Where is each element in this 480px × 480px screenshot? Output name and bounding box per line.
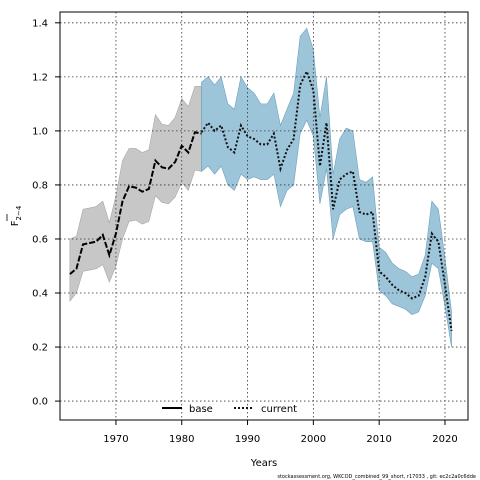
plot-frame bbox=[59, 11, 469, 421]
y-axis-title: F2−4 bbox=[6, 205, 23, 226]
y-tick-label: 0.0 bbox=[32, 397, 48, 408]
x-tick-label: 2020 bbox=[432, 434, 457, 445]
x-tick-label: 1970 bbox=[103, 434, 128, 445]
legend: base current bbox=[162, 404, 297, 415]
svg-text:F2−4: F2−4 bbox=[10, 205, 23, 226]
y-tick-label: 1.0 bbox=[32, 126, 48, 137]
footer-note: stockassessment.org, WKCOD_combined_99_s… bbox=[277, 474, 476, 480]
legend-current-label: current bbox=[261, 404, 297, 415]
grid-lines bbox=[60, 12, 468, 420]
x-tick-label: 1980 bbox=[169, 434, 194, 445]
x-axis-ticks: 1970 1980 1990 2000 2010 2020 bbox=[103, 420, 458, 445]
y-tick-label: 0.6 bbox=[32, 234, 48, 245]
x-tick-label: 2000 bbox=[301, 434, 326, 445]
legend-base-label: base bbox=[189, 404, 213, 415]
series-lines bbox=[69, 68, 453, 331]
y-axis-title-sub: 2−4 bbox=[15, 205, 23, 220]
current-series-line bbox=[200, 68, 453, 331]
x-tick-label: 2010 bbox=[366, 434, 391, 445]
y-tick-label: 1.2 bbox=[32, 72, 48, 83]
y-axis-ticks: 0.0 0.2 0.4 0.6 0.8 1.0 1.2 1.4 bbox=[32, 18, 60, 408]
confidence-bands bbox=[69, 27, 452, 348]
x-tick-label: 1990 bbox=[235, 434, 260, 445]
y-tick-label: 0.8 bbox=[32, 180, 48, 191]
y-tick-label: 1.4 bbox=[32, 18, 48, 29]
y-axis-title-main: F bbox=[10, 220, 21, 226]
y-tick-label: 0.2 bbox=[32, 343, 48, 354]
y-tick-label: 0.4 bbox=[32, 289, 48, 300]
current-confidence-band bbox=[201, 27, 452, 348]
base-series-line bbox=[69, 131, 202, 275]
x-axis-title: Years bbox=[250, 458, 277, 469]
